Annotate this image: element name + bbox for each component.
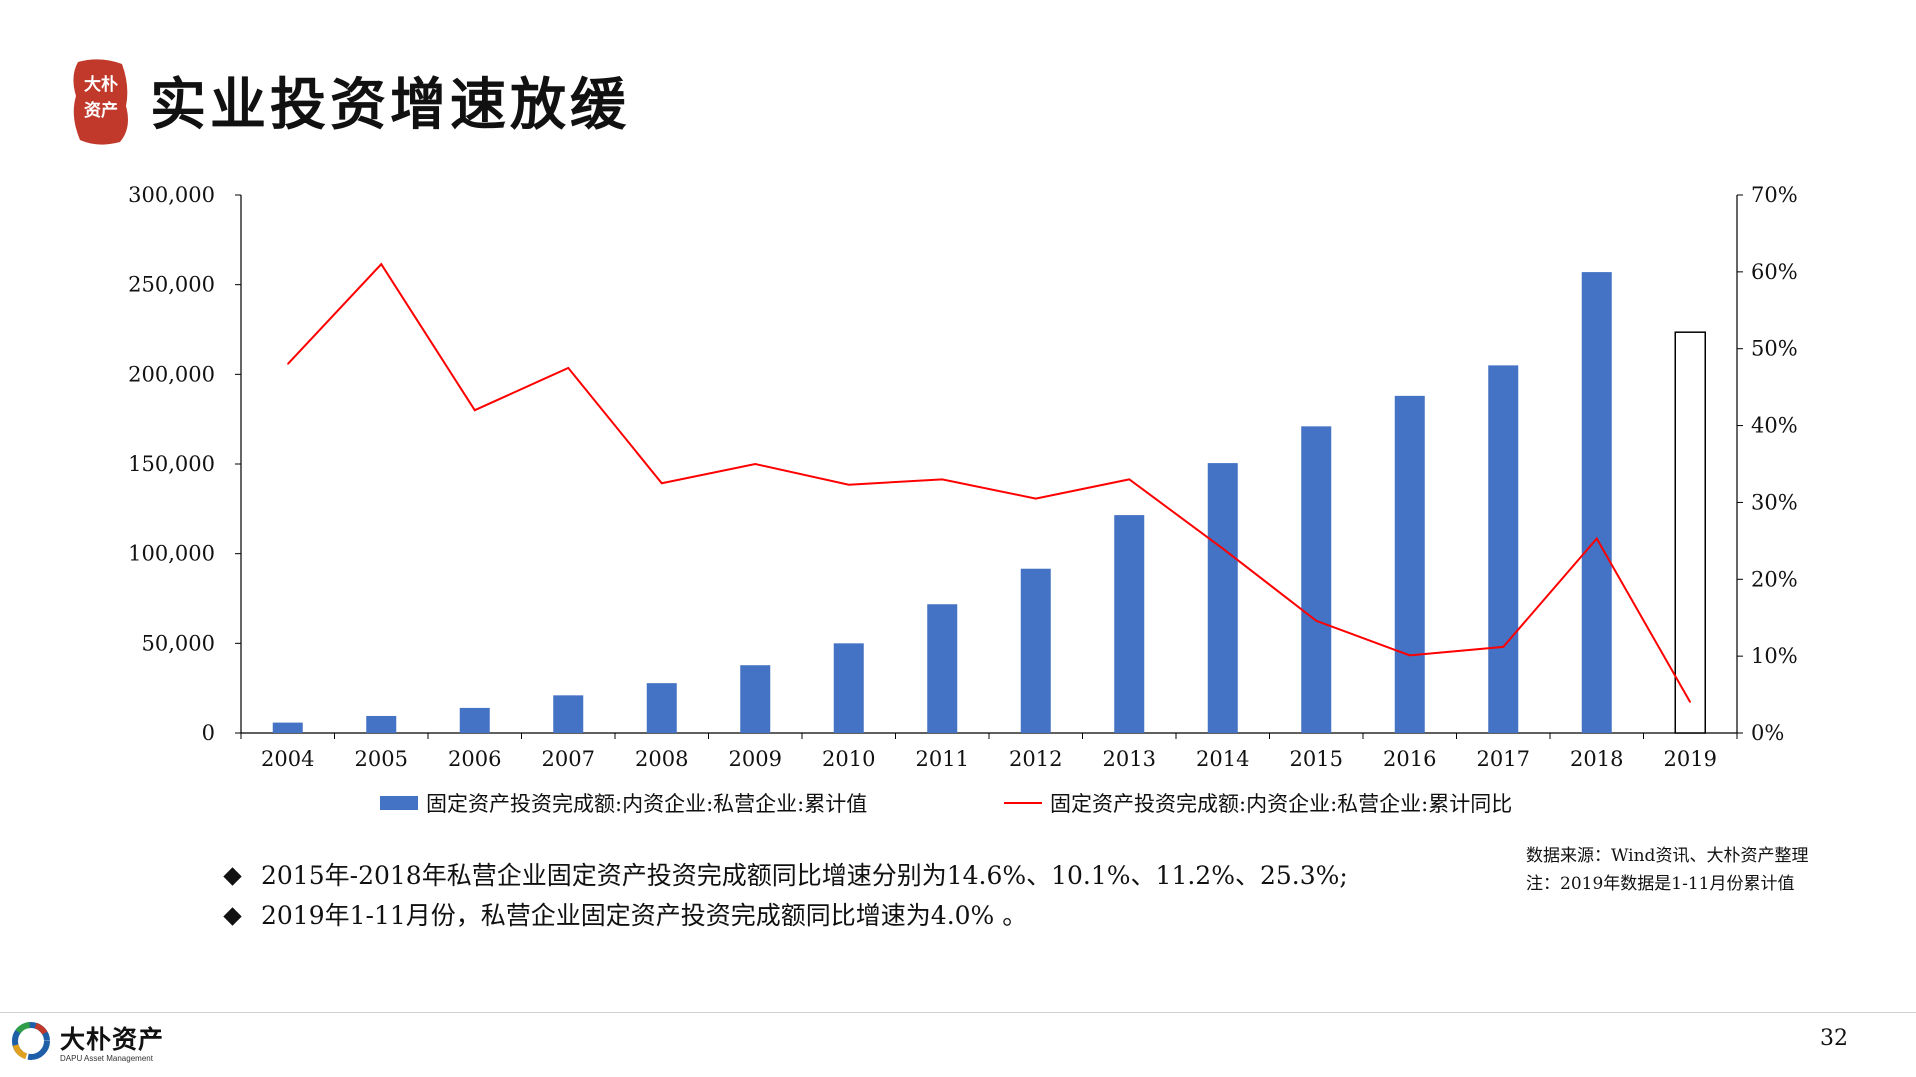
tick-labels: 0 50,000 100,000 150,000 200,000 250,000 300,0… bbox=[128, 183, 1798, 771]
bar bbox=[1020, 568, 1051, 733]
bullet-item: 2019年1-11月份，私营企业固定资产投资完成额同比增速为4.0% 。 bbox=[222, 896, 1348, 936]
bar bbox=[833, 643, 864, 733]
line-point bbox=[380, 263, 382, 265]
logo-name: 大朴资产 bbox=[60, 1024, 165, 1054]
logo-english: DAPU Asset Management bbox=[60, 1053, 153, 1063]
bar bbox=[927, 604, 958, 733]
bar bbox=[646, 683, 677, 733]
bar bbox=[1581, 272, 1612, 733]
diamond-bullet-icon bbox=[223, 866, 242, 886]
right-tick-label: 20% bbox=[1751, 567, 1798, 591]
x-tick-label: 2012 bbox=[1009, 747, 1062, 771]
legend-bar-label: 固定资产投资完成额:内资企业:私营企业:累计值 bbox=[426, 792, 868, 816]
line-point bbox=[1128, 478, 1130, 480]
footer-logo: 大朴资产 DAPU Asset Management bbox=[8, 1018, 164, 1064]
line-point bbox=[1222, 548, 1224, 550]
bar-series bbox=[272, 272, 1706, 734]
company-logo-icon bbox=[12, 1022, 50, 1060]
bar bbox=[272, 722, 303, 733]
yoy-growth-line bbox=[287, 262, 1692, 703]
bar bbox=[553, 695, 584, 733]
legend-item-bar: 固定资产投资完成额:内资企业:私营企业:累计值 bbox=[380, 790, 867, 816]
left-tick-label: 50,000 bbox=[142, 631, 215, 655]
right-tick-label: 30% bbox=[1751, 490, 1798, 514]
x-tick-label: 2007 bbox=[542, 747, 595, 771]
line-point bbox=[1502, 646, 1504, 648]
line-point bbox=[1689, 701, 1691, 703]
bullet-text: 2015年-2018年私营企业固定资产投资完成额同比增速分别为14.6%、10.… bbox=[261, 861, 1348, 890]
left-tick-label: 200,000 bbox=[128, 362, 215, 386]
bar bbox=[1394, 395, 1425, 733]
line-point bbox=[567, 367, 569, 369]
x-tick-label: 2019 bbox=[1664, 747, 1717, 771]
left-tick-label: 300,000 bbox=[128, 183, 215, 207]
x-tick-label: 2005 bbox=[355, 747, 408, 771]
left-tick-label: 150,000 bbox=[128, 452, 215, 476]
x-tick-label: 2018 bbox=[1570, 747, 1623, 771]
line-series bbox=[287, 262, 1692, 703]
bar bbox=[459, 707, 490, 733]
right-tick-label: 10% bbox=[1751, 644, 1798, 668]
x-tick-label: 2004 bbox=[261, 747, 314, 771]
x-tick-label: 2017 bbox=[1477, 747, 1530, 771]
line-point bbox=[848, 484, 850, 486]
bullet-text: 2019年1-11月份，私营企业固定资产投资完成额同比增速为4.0% 。 bbox=[261, 901, 1028, 930]
left-tick-label: 250,000 bbox=[128, 273, 215, 297]
line-point bbox=[661, 482, 663, 484]
bar bbox=[366, 715, 397, 733]
right-tick-label: 70% bbox=[1751, 183, 1798, 207]
bar bbox=[1488, 365, 1519, 733]
legend-bar-swatch bbox=[380, 796, 418, 810]
x-tick-label: 2016 bbox=[1383, 747, 1436, 771]
combo-chart: 0 50,000 100,000 150,000 200,000 250,000 300,0… bbox=[128, 183, 1798, 771]
left-tick-label: 100,000 bbox=[128, 542, 215, 566]
line-point bbox=[1315, 620, 1317, 622]
right-tick-label: 0% bbox=[1751, 721, 1784, 745]
bullet-item: 2015年-2018年私营企业固定资产投资完成额同比增速分别为14.6%、10.… bbox=[222, 856, 1348, 896]
left-tick-label: 0 bbox=[202, 721, 215, 745]
x-tick-label: 2015 bbox=[1290, 747, 1343, 771]
right-tick-label: 50% bbox=[1751, 337, 1798, 361]
diamond-bullet-icon bbox=[223, 906, 242, 926]
footer-divider bbox=[0, 1012, 1916, 1013]
x-tick-label: 2008 bbox=[635, 747, 688, 771]
x-tick-label: 2011 bbox=[916, 747, 969, 771]
x-tick-label: 2013 bbox=[1103, 747, 1156, 771]
line-point bbox=[1596, 538, 1598, 540]
line-point bbox=[287, 363, 289, 365]
legend-line-swatch bbox=[1004, 802, 1042, 804]
seal-text-bottom: 资产 bbox=[84, 100, 118, 121]
seal-logo: 大朴 资产 bbox=[73, 59, 128, 145]
x-tick-label: 2009 bbox=[729, 747, 782, 771]
right-tick-label: 40% bbox=[1751, 414, 1798, 438]
line-point bbox=[474, 409, 476, 411]
x-tick-label: 2006 bbox=[448, 747, 501, 771]
line-point bbox=[1409, 654, 1411, 656]
bar bbox=[740, 665, 771, 733]
slide-title: 实业投资增速放缓 bbox=[150, 72, 630, 138]
right-tick-label: 60% bbox=[1751, 260, 1798, 284]
x-tick-label: 2010 bbox=[822, 747, 875, 771]
line-point bbox=[754, 463, 756, 465]
bullet-list: 2015年-2018年私营企业固定资产投资完成额同比增速分别为14.6%、10.… bbox=[222, 856, 1348, 936]
line-point bbox=[1035, 498, 1037, 500]
chart-axes bbox=[235, 194, 1743, 739]
data-source: 数据来源：Wind资讯、大朴资产整理 bbox=[1526, 846, 1809, 866]
bar bbox=[1301, 426, 1332, 733]
legend-item-line: 固定资产投资完成额:内资企业:私营企业:累计同比 bbox=[1004, 790, 1512, 816]
bar bbox=[1114, 515, 1145, 733]
seal-text-top: 大朴 bbox=[84, 74, 118, 95]
bar bbox=[1207, 463, 1238, 733]
line-point bbox=[941, 478, 943, 480]
page-number: 32 bbox=[1820, 1026, 1848, 1051]
bar-2019-hollow bbox=[1674, 331, 1706, 734]
source-notes: 数据来源：Wind资讯、大朴资产整理 注：2019年数据是1-11月份累计值 bbox=[1526, 842, 1808, 898]
data-remark: 注：2019年数据是1-11月份累计值 bbox=[1526, 874, 1795, 894]
legend-line-label: 固定资产投资完成额:内资企业:私营企业:累计同比 bbox=[1050, 792, 1513, 816]
x-tick-label: 2014 bbox=[1196, 747, 1249, 771]
